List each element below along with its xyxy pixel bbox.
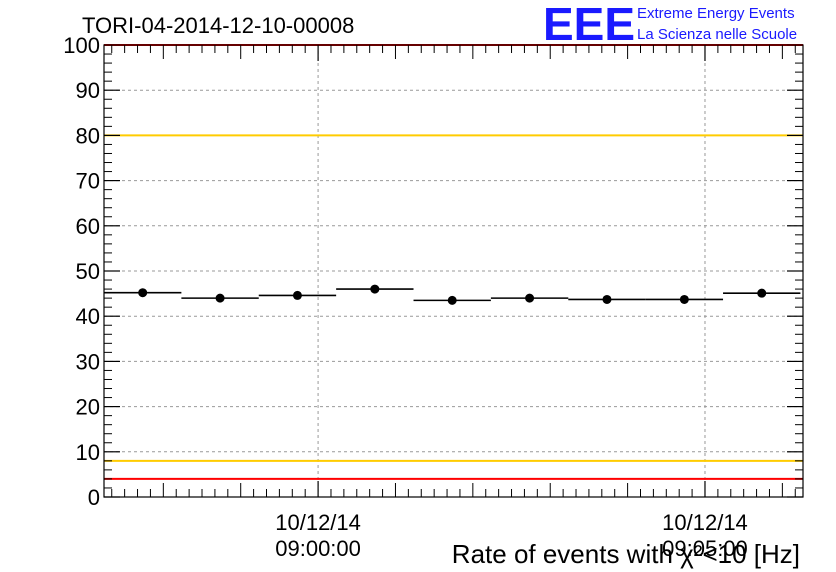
y-tick-labels: 0 10 20 30 40 50 60 70 80 90 100 bbox=[63, 33, 100, 510]
y-tick-label: 70 bbox=[76, 169, 100, 194]
data-point bbox=[679, 294, 689, 304]
y-tick-label: 50 bbox=[76, 259, 100, 284]
y-tick-label: 0 bbox=[88, 485, 100, 510]
x-axis-title: Rate of events with χ²<10 [Hz] bbox=[452, 539, 800, 569]
y-tick-label: 20 bbox=[76, 395, 100, 420]
data-point bbox=[602, 294, 612, 304]
eee-logo: EEE Extreme Energy Events La Scienza nel… bbox=[543, 0, 797, 50]
x-tick-date: 10/12/14 bbox=[275, 510, 361, 535]
x-tick-date: 10/12/14 bbox=[662, 510, 748, 535]
data-point bbox=[292, 290, 302, 300]
grid-lines bbox=[104, 45, 803, 497]
data-point bbox=[757, 288, 767, 298]
data-point bbox=[525, 293, 535, 303]
chart-title: TORI-04-2014-12-10-00008 bbox=[82, 13, 354, 38]
x-tick-time: 09:05:00 bbox=[662, 536, 748, 561]
data-point bbox=[215, 293, 225, 303]
axis-ticks bbox=[104, 44, 803, 498]
data-points bbox=[104, 284, 801, 305]
data-point bbox=[447, 295, 457, 305]
y-tick-label: 80 bbox=[76, 123, 100, 148]
eee-logo-mark: EEE bbox=[543, 0, 635, 50]
y-tick-label: 90 bbox=[76, 78, 100, 103]
logo-line-2: La Scienza nelle Scuole bbox=[637, 26, 797, 43]
data-point bbox=[370, 284, 380, 294]
y-tick-label: 60 bbox=[76, 214, 100, 239]
y-tick-label: 30 bbox=[76, 349, 100, 374]
y-tick-label: 100 bbox=[63, 33, 100, 58]
data-point bbox=[138, 288, 148, 298]
logo-line-1: Extreme Energy Events bbox=[637, 5, 795, 22]
y-tick-label: 40 bbox=[76, 304, 100, 329]
y-tick-label: 10 bbox=[76, 440, 100, 465]
x-tick-time: 09:00:00 bbox=[275, 536, 361, 561]
reference-lines bbox=[104, 44, 803, 480]
